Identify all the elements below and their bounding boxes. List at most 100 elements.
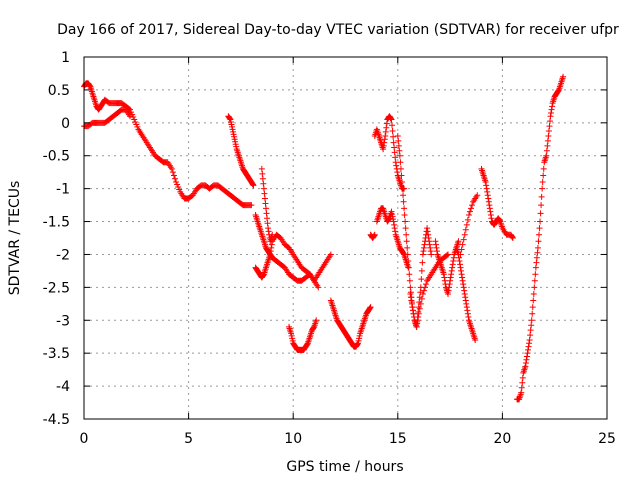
data-point [426,238,433,245]
data-point [455,238,462,245]
data-point [526,337,533,344]
data-point [461,287,468,294]
data-point [484,188,491,195]
data-point [433,244,440,251]
data-point [460,236,467,243]
data-point [525,346,532,353]
y-tick-labels: 1 0.5 0 -0.5 -1 -1.5 -2 -2.5 -3 -3.5 -4 -4.5 [43,50,70,428]
data-point [448,271,455,278]
data-points [81,73,567,403]
data-point [531,277,538,284]
y-tick-label: -1 [56,182,70,198]
data-point [544,137,551,144]
data-point [268,244,275,251]
data-point [420,248,427,255]
data-point [445,287,452,294]
data-point [264,220,271,227]
data-point [261,190,268,197]
data-point [367,304,374,311]
data-point [406,271,413,278]
data-point [463,221,470,228]
data-point [464,216,471,223]
data-point [509,234,516,241]
data-point [403,238,410,245]
data-point [415,310,422,317]
data-point [269,231,276,238]
data-point [447,274,454,281]
data-point [518,384,525,391]
data-point [389,128,396,135]
y-tick-label: -4.5 [43,412,70,428]
data-point [263,210,270,217]
data-point [440,271,447,278]
data-point [445,251,452,258]
data-point [404,251,411,258]
data-point [483,182,490,189]
data-point [528,322,535,329]
data-point [536,231,543,238]
data-point [450,258,457,265]
data-point [460,284,467,291]
data-point [264,215,271,222]
data-point [518,389,525,396]
data-point [408,300,415,307]
data-point [537,210,544,217]
data-point [533,254,540,261]
data-point [383,124,390,131]
data-point [457,261,464,268]
data-point [397,165,404,172]
data-point [539,185,546,192]
data-point [449,264,456,271]
x-tick-label: 20 [493,431,511,447]
y-tick-label: 0.5 [48,83,70,99]
y-tick-label: -4 [56,379,70,395]
data-point [400,198,407,205]
data-point [532,271,539,278]
data-point [421,284,428,291]
y-tick-label: -1.5 [43,215,70,231]
data-point [408,297,415,304]
data-point [532,264,539,271]
data-point [268,241,275,248]
data-point [543,152,550,159]
data-point [414,320,421,327]
data-point [388,116,395,123]
data-point [457,264,464,271]
data-point [421,241,428,248]
data-point [446,281,453,288]
data-point [395,137,402,144]
data-point [523,356,530,363]
x-tick-label: 0 [80,431,89,447]
data-point [466,208,473,215]
data-series [478,165,516,241]
data-point [354,341,361,348]
data-point [381,136,388,143]
data-point [544,142,551,149]
data-point [458,267,465,274]
data-series [327,297,374,350]
data-point [226,115,233,122]
x-tick-label: 25 [598,431,616,447]
data-point [519,374,526,381]
data-point [459,241,466,248]
data-point [543,147,550,154]
data-point [540,165,547,172]
data-point [420,244,427,251]
data-point [463,304,470,311]
data-point [398,172,405,179]
data-point [380,146,387,153]
data-point [548,106,555,113]
data-point [409,304,416,311]
data-point [425,231,432,238]
data-point [531,284,538,291]
data-point [488,215,495,222]
data-point [461,231,468,238]
data-point [392,154,399,161]
data-point [538,193,545,200]
data-point [529,310,536,317]
data-point [405,258,412,265]
data-point [536,225,543,232]
data-point [462,294,469,301]
data-point [400,192,407,199]
